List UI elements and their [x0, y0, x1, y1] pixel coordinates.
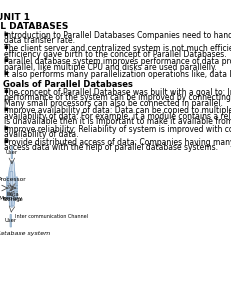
- Text: ▪: ▪: [3, 138, 8, 144]
- FancyBboxPatch shape: [12, 188, 14, 206]
- Text: ▪: ▪: [3, 31, 8, 37]
- Text: efficiency gave birth to the concept of Parallel Databases.: efficiency gave birth to the concept of …: [4, 50, 226, 58]
- FancyBboxPatch shape: [11, 146, 13, 159]
- Text: ▪: ▪: [3, 44, 8, 50]
- Text: Improve reliability: Reliability of system is improved with completeness, accura: Improve reliability: Reliability of syst…: [4, 125, 231, 134]
- Text: Inter communication Channel: Inter communication Channel: [15, 214, 88, 219]
- Text: access data with the help of parallel database systems.: access data with the help of parallel da…: [4, 143, 218, 152]
- Text: It also performs many parallelization operations like, data loading and query pr: It also performs many parallelization op…: [4, 70, 231, 79]
- Text: PARALLEL DATABASES: PARALLEL DATABASES: [0, 22, 69, 31]
- Ellipse shape: [9, 167, 12, 191]
- Text: Processor: Processor: [0, 177, 26, 182]
- Ellipse shape: [12, 160, 15, 180]
- Text: User: User: [6, 150, 18, 155]
- Text: Provide distributed access of data: Companies having many branches in multiple c: Provide distributed access of data: Comp…: [4, 138, 231, 147]
- FancyBboxPatch shape: [6, 177, 8, 199]
- Text: availability of data.: availability of data.: [4, 130, 78, 139]
- Text: The client server and centralized system is not much efficient. The need to impr: The client server and centralized system…: [4, 44, 231, 53]
- Text: data transfer rate.: data transfer rate.: [4, 37, 75, 46]
- Text: ▪: ▪: [3, 57, 8, 63]
- Text: performance of the system can be improved by connecting multiple CPU and disks i: performance of the system can be improve…: [4, 93, 231, 102]
- FancyBboxPatch shape: [10, 171, 13, 187]
- Text: UNIT 1: UNIT 1: [0, 13, 30, 22]
- Ellipse shape: [10, 161, 13, 182]
- Text: Parallel database system: Parallel database system: [0, 231, 50, 236]
- Text: ▪: ▪: [3, 70, 8, 76]
- Text: Data
Storage: Data Storage: [3, 192, 24, 203]
- Text: availability of data. For example, if a module contains a relation (table in dat: availability of data. For example, if a …: [4, 112, 231, 121]
- Text: ▪: ▪: [3, 88, 8, 94]
- Text: Many small processors can also be connected in parallel.: Many small processors can also be connec…: [4, 99, 223, 108]
- Ellipse shape: [8, 169, 16, 207]
- Text: Parallel database system improves performance of data processing using multiple : Parallel database system improves perfor…: [4, 57, 231, 66]
- Text: Goals of Parallel Databases: Goals of Parallel Databases: [3, 80, 133, 88]
- Text: Improve availability of data: Data can be copied to multiple locations to improv: Improve availability of data: Data can b…: [4, 106, 231, 115]
- Text: User: User: [5, 218, 17, 223]
- FancyBboxPatch shape: [9, 191, 12, 206]
- Text: The concept of Parallel Database was built with a goal to: Improve performance. : The concept of Parallel Database was bui…: [4, 88, 231, 97]
- Text: ▪: ▪: [3, 125, 8, 131]
- Text: Introduction to Parallel Databases Companies need to handle huge amount of data : Introduction to Parallel Databases Compa…: [4, 31, 231, 40]
- Text: Memory: Memory: [0, 196, 23, 201]
- FancyBboxPatch shape: [10, 214, 12, 227]
- Ellipse shape: [12, 167, 15, 191]
- Text: is unavailable then it is important to make it available from another module.: is unavailable then it is important to m…: [4, 117, 231, 126]
- Text: ▪: ▪: [3, 106, 8, 112]
- FancyBboxPatch shape: [16, 177, 17, 199]
- Text: parallel, like multiple CPU and disks are used parallelly.: parallel, like multiple CPU and disks ar…: [4, 63, 217, 72]
